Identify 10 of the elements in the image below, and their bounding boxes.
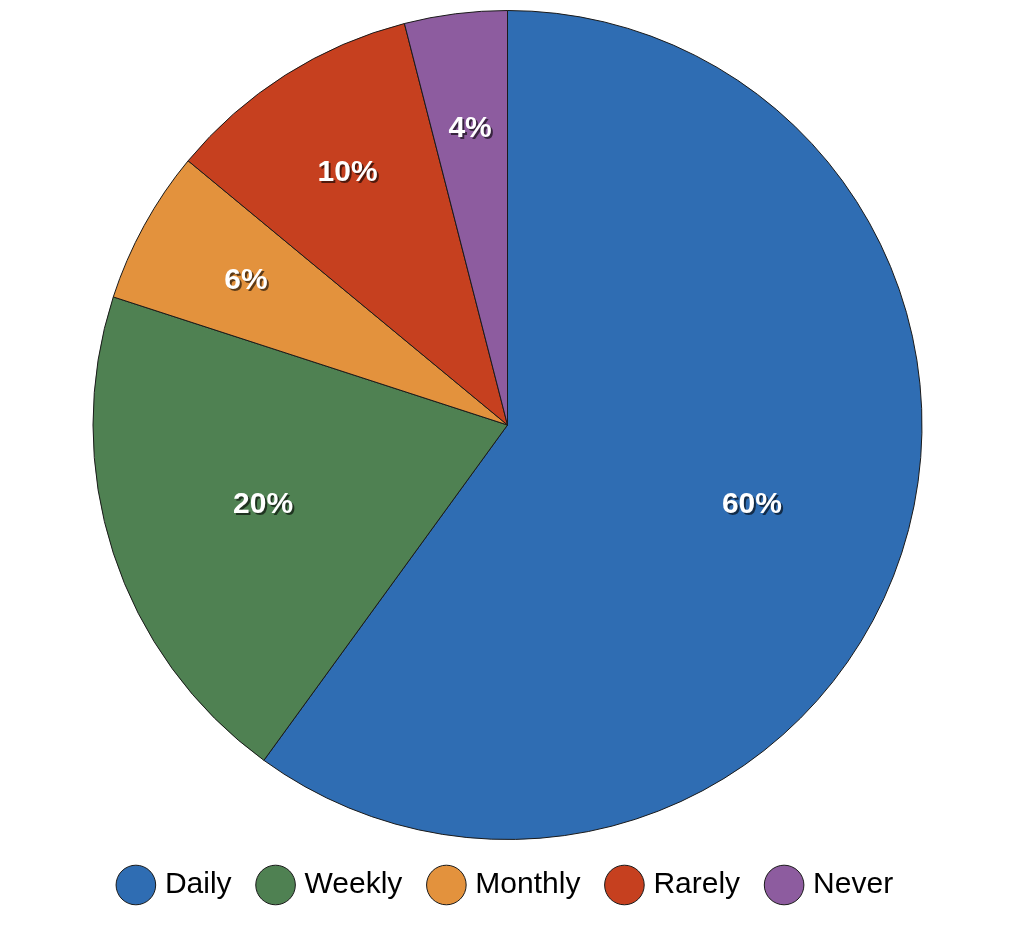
data-label: 60% (723, 487, 784, 521)
data-label: 10% (319, 156, 380, 190)
data-label: 4% (450, 112, 494, 146)
data-label: 20% (235, 487, 296, 521)
legend-label: Monthly (475, 866, 581, 900)
legend-label: Daily (164, 866, 232, 900)
legend-label: Never (813, 866, 894, 900)
legend-label: Rarely (653, 866, 741, 900)
legend-label: Weekly (304, 866, 403, 900)
data-label: 6% (226, 264, 270, 298)
